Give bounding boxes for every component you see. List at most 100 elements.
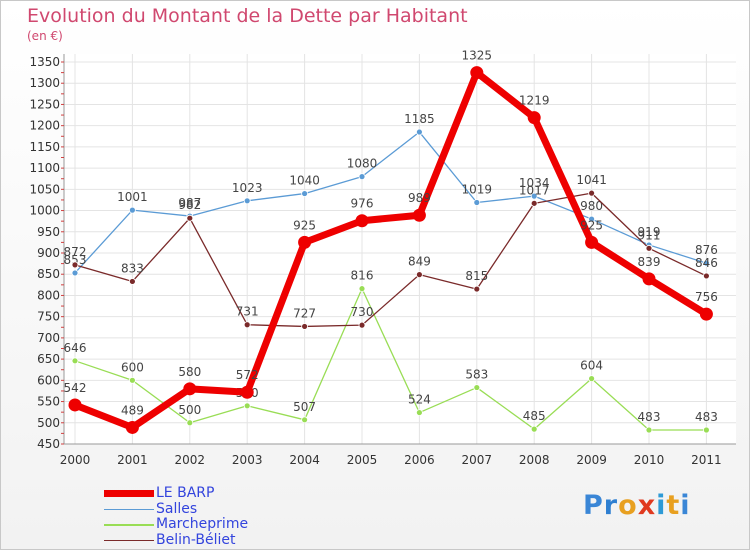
data-label: 1034 — [519, 176, 550, 190]
proxiti-logo: Proxiti — [583, 490, 691, 521]
y-tick-label: 1200 — [29, 119, 60, 133]
chart-title: Evolution du Montant de la Dette par Hab… — [27, 5, 468, 27]
data-point — [645, 244, 653, 252]
legend-swatch — [104, 539, 154, 541]
y-tick-label: 700 — [37, 331, 60, 345]
data-label: 1017 — [519, 183, 550, 197]
data-point — [585, 235, 599, 249]
logo-letter: i — [656, 490, 667, 521]
data-point — [703, 272, 710, 280]
data-point — [527, 111, 541, 125]
data-point — [125, 420, 139, 434]
y-tick-label: 1250 — [29, 97, 60, 111]
legend-label: Salles — [156, 500, 198, 517]
data-point — [530, 192, 538, 200]
data-point — [415, 128, 423, 136]
data-point — [473, 285, 481, 293]
data-label: 507 — [293, 400, 316, 414]
data-point — [473, 384, 481, 391]
data-point — [243, 197, 251, 205]
y-tick-label: 650 — [37, 352, 60, 366]
data-point — [358, 173, 366, 181]
data-label: 911 — [638, 228, 661, 242]
data-point — [68, 398, 82, 412]
y-tick-label: 1350 — [29, 55, 60, 69]
data-label: 1080 — [347, 157, 378, 171]
series-line-belin-b-liet — [74, 192, 708, 328]
data-point — [128, 278, 136, 285]
data-point — [186, 419, 194, 427]
data-point — [699, 307, 713, 321]
data-label: 524 — [408, 393, 431, 407]
x-tick-label: 2005 — [347, 453, 378, 467]
data-point — [588, 215, 595, 223]
data-point — [355, 214, 369, 228]
data-point — [71, 269, 79, 277]
data-label: 1001 — [117, 190, 148, 204]
x-tick-label: 2007 — [462, 453, 493, 467]
y-tick-label: 450 — [37, 437, 60, 451]
data-point — [358, 321, 366, 329]
data-label: 572 — [236, 368, 259, 382]
data-point — [358, 285, 366, 293]
data-label: 756 — [695, 290, 718, 304]
data-label: 816 — [351, 269, 374, 283]
data-point — [240, 385, 254, 399]
data-label: 853 — [64, 253, 87, 267]
data-label: 500 — [178, 403, 201, 417]
x-tick-label: 2008 — [519, 453, 550, 467]
data-label: 580 — [178, 365, 201, 379]
data-label: 583 — [465, 368, 488, 382]
data-label: 489 — [121, 403, 144, 417]
data-point — [243, 402, 251, 410]
legend-swatch — [104, 490, 154, 497]
data-label: 485 — [523, 409, 546, 423]
data-label: 1219 — [519, 94, 550, 108]
data-label: 876 — [695, 243, 718, 257]
data-label: 1041 — [576, 173, 607, 187]
y-tick-label: 500 — [37, 416, 60, 430]
data-label: 731 — [236, 305, 259, 319]
series-line-le-barp — [71, 69, 710, 431]
data-label: 604 — [580, 359, 603, 373]
x-tick-label: 2002 — [175, 453, 206, 467]
x-tick-label: 2000 — [60, 453, 91, 467]
series-line-salles — [74, 131, 708, 274]
y-tick-label: 1000 — [29, 204, 60, 218]
data-point — [642, 272, 656, 286]
x-tick-label: 2010 — [634, 453, 665, 467]
y-tick-label: 900 — [37, 246, 60, 260]
y-tick-label: 1100 — [29, 161, 60, 175]
data-label: 919 — [638, 225, 661, 239]
data-label: 925 — [580, 218, 603, 232]
data-label: 980 — [580, 199, 603, 213]
data-point — [128, 206, 136, 214]
data-label: 976 — [351, 197, 374, 211]
data-label: 849 — [408, 255, 431, 269]
y-tick-label: 800 — [37, 288, 60, 302]
data-point — [186, 214, 194, 222]
data-label: 989 — [408, 191, 431, 205]
data-label: 730 — [351, 305, 374, 319]
y-tick-label: 950 — [37, 225, 60, 239]
data-point — [645, 426, 653, 434]
logo-letter: o — [618, 490, 638, 521]
data-label: 833 — [121, 261, 144, 275]
data-point — [298, 235, 312, 249]
data-label: 600 — [121, 360, 144, 374]
data-point — [301, 416, 309, 424]
data-point — [530, 425, 538, 433]
x-tick-label: 2009 — [576, 453, 607, 467]
data-label: 483 — [638, 410, 661, 424]
data-label: 483 — [695, 410, 718, 424]
legend-label: Marcheprime — [156, 516, 249, 532]
data-label: 727 — [293, 306, 316, 320]
data-point — [412, 208, 426, 222]
y-tick-label: 750 — [37, 310, 60, 324]
data-label: 872 — [64, 245, 87, 259]
data-point — [703, 426, 710, 434]
data-label: 846 — [695, 256, 718, 270]
data-label: 1040 — [289, 174, 320, 188]
logo-letter: r — [603, 490, 619, 521]
